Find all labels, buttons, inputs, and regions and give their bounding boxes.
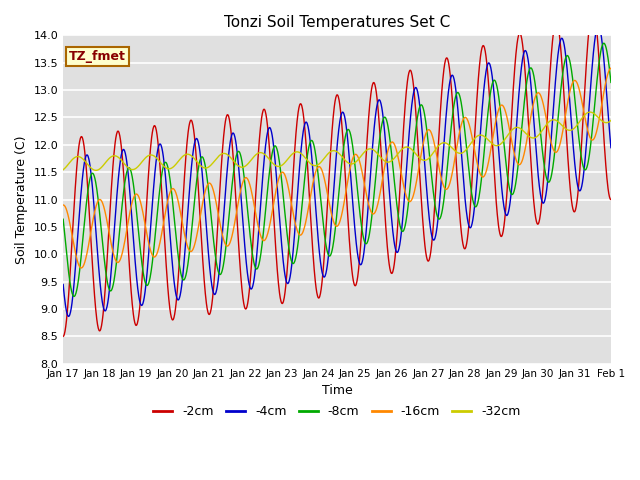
-16cm xyxy=(314,166,321,171)
-8cm xyxy=(314,163,321,168)
-4cm xyxy=(595,23,602,29)
Y-axis label: Soil Temperature (C): Soil Temperature (C) xyxy=(15,135,28,264)
-2cm xyxy=(313,289,321,295)
-32cm xyxy=(314,162,321,168)
-8cm xyxy=(303,153,311,159)
-4cm xyxy=(303,121,311,127)
-32cm xyxy=(303,157,311,163)
-32cm xyxy=(586,109,594,115)
-4cm xyxy=(292,213,300,218)
-4cm xyxy=(607,145,615,151)
-4cm xyxy=(371,115,379,120)
-32cm xyxy=(371,148,379,154)
-32cm xyxy=(60,167,67,173)
-16cm xyxy=(371,209,379,215)
-32cm xyxy=(124,165,132,171)
-4cm xyxy=(124,171,132,177)
Text: TZ_fmet: TZ_fmet xyxy=(68,50,125,63)
Line: -4cm: -4cm xyxy=(63,26,611,316)
-2cm xyxy=(303,154,311,159)
-16cm xyxy=(303,212,311,217)
Line: -8cm: -8cm xyxy=(63,43,611,297)
-2cm xyxy=(102,281,109,287)
-4cm xyxy=(102,307,110,313)
-8cm xyxy=(60,216,67,222)
-16cm xyxy=(77,265,85,271)
-32cm xyxy=(92,168,100,173)
-16cm xyxy=(102,213,110,218)
-2cm xyxy=(60,334,67,339)
-32cm xyxy=(102,159,110,165)
-8cm xyxy=(600,40,608,46)
-8cm xyxy=(70,294,78,300)
-2cm xyxy=(124,239,132,244)
-8cm xyxy=(102,270,110,276)
-32cm xyxy=(292,149,300,155)
Line: -16cm: -16cm xyxy=(63,68,611,268)
-8cm xyxy=(124,166,132,171)
-4cm xyxy=(65,313,72,319)
-16cm xyxy=(124,219,132,225)
Legend: -2cm, -4cm, -8cm, -16cm, -32cm: -2cm, -4cm, -8cm, -16cm, -32cm xyxy=(148,400,525,423)
Line: -32cm: -32cm xyxy=(63,112,611,170)
-8cm xyxy=(607,80,615,85)
-32cm xyxy=(607,118,615,123)
-2cm xyxy=(371,82,379,87)
-4cm xyxy=(60,282,67,288)
-4cm xyxy=(314,224,321,229)
Title: Tonzi Soil Temperatures Set C: Tonzi Soil Temperatures Set C xyxy=(224,15,450,30)
-8cm xyxy=(371,179,379,185)
-2cm xyxy=(607,197,615,203)
-16cm xyxy=(60,202,67,208)
X-axis label: Time: Time xyxy=(322,384,353,397)
Line: -2cm: -2cm xyxy=(63,9,611,336)
-2cm xyxy=(589,6,596,12)
-2cm xyxy=(292,135,300,141)
-16cm xyxy=(292,223,300,229)
-16cm xyxy=(607,65,615,71)
-8cm xyxy=(292,254,300,260)
